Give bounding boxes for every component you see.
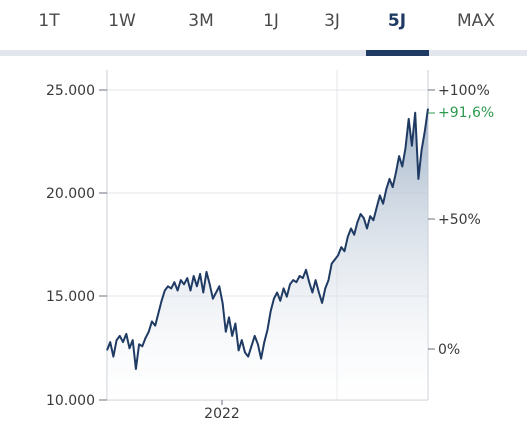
x-tick-label: 2022: [204, 406, 240, 422]
y-tick-label: 15.000: [46, 289, 95, 305]
tab-3m[interactable]: 3M: [188, 11, 214, 31]
tab-5j[interactable]: 5J: [387, 11, 407, 31]
y-tick-label: 20.000: [46, 186, 95, 202]
pct-tick-label: +50%: [438, 212, 481, 228]
tab-1j[interactable]: 1J: [263, 11, 279, 31]
price-chart[interactable]: 25.000 20.000 15.000 10.000 +100% +50% 0…: [0, 56, 527, 437]
tab-1t[interactable]: 1T: [38, 11, 60, 31]
tab-3j[interactable]: 3J: [324, 11, 340, 31]
period-tabs: 1T 1W 3M 1J 3J 5J MAX: [0, 0, 527, 56]
price-area: [107, 108, 428, 400]
y-tick-label: 25.000: [46, 83, 95, 99]
current-change-label: +91,6%: [438, 105, 494, 121]
pct-tick-label: 0%: [438, 342, 460, 358]
price-line: [106, 108, 429, 370]
active-tab-indicator: [366, 50, 429, 56]
tab-rail: [0, 50, 527, 56]
tab-max[interactable]: MAX: [457, 11, 495, 31]
tab-1w[interactable]: 1W: [108, 11, 136, 31]
y-tick-label: 10.000: [46, 393, 95, 409]
pct-tick-label: +100%: [438, 83, 490, 99]
